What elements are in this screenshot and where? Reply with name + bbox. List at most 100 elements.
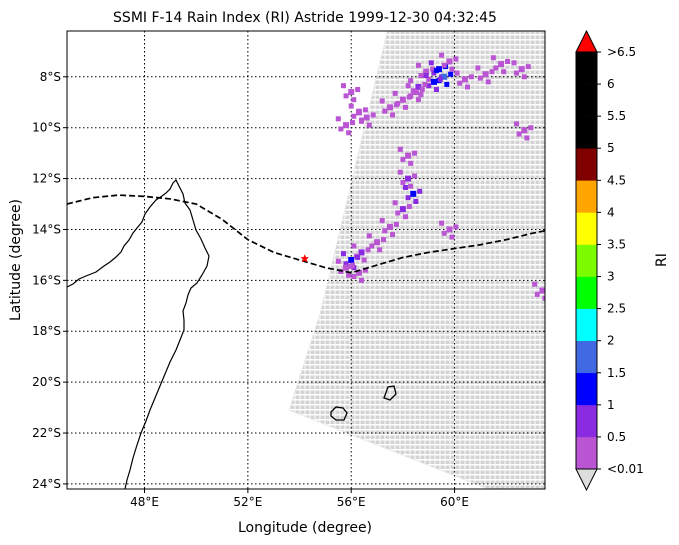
rain-cell — [505, 59, 511, 65]
rain-cell — [343, 122, 350, 129]
colorbar-segment — [576, 276, 597, 309]
rain-cell — [524, 135, 530, 141]
rain-cell — [359, 277, 365, 283]
rain-cell — [370, 112, 376, 118]
rain-cell — [343, 261, 349, 267]
rain-cell — [343, 264, 350, 271]
x-axis-label: Longitude (degree) — [238, 520, 372, 536]
reunion-island — [330, 406, 348, 421]
colorbar-segment — [576, 244, 597, 277]
rain-cell — [351, 113, 357, 119]
rain-cell — [418, 73, 424, 79]
colorbar-segment — [576, 180, 597, 213]
rain-cell — [362, 107, 368, 113]
rain-cell — [374, 239, 381, 246]
y-tick-label: 22°S — [32, 426, 61, 440]
rain-cell — [351, 274, 357, 280]
rain-cell — [423, 68, 430, 75]
rain-cell — [475, 65, 481, 71]
rain-cell — [415, 62, 421, 68]
rain-cell — [413, 198, 419, 204]
colorbar-tick-label: 3.5 — [607, 237, 626, 251]
rain-cell — [402, 104, 408, 110]
rain-cell — [382, 108, 388, 114]
rain-cell — [477, 75, 483, 81]
rain-cell — [437, 76, 443, 82]
rain-cell — [415, 83, 422, 90]
rain-cell — [348, 257, 355, 263]
rain-cell — [521, 127, 528, 134]
rain-cell — [397, 169, 403, 175]
rain-cell — [377, 247, 383, 253]
rain-cell — [379, 218, 385, 224]
rain-cell — [386, 104, 393, 111]
rain-cell — [402, 214, 408, 220]
rain-cell — [366, 122, 372, 128]
rain-cell — [408, 183, 414, 189]
rain-cell — [461, 76, 468, 83]
rain-cell — [362, 267, 368, 273]
rain-cell — [340, 83, 346, 89]
rain-cell — [358, 249, 365, 256]
rain-cell — [346, 272, 352, 278]
colorbar-tick-label: 4 — [607, 205, 615, 219]
rain-cell — [381, 237, 387, 243]
rain-cell — [428, 60, 434, 66]
rain-cell — [356, 108, 362, 114]
rain-cell — [359, 118, 365, 124]
rain-cell — [439, 220, 445, 226]
rain-cell — [351, 243, 357, 249]
rain-cell — [419, 87, 425, 93]
colorbar-segment — [576, 212, 597, 245]
colorbar-frame — [575, 51, 598, 470]
rain-cell — [399, 206, 406, 213]
coastline-madagascar — [67, 178, 210, 489]
colorbar-tick-label: 5 — [607, 141, 615, 155]
y-tick-label: 18°S — [32, 324, 61, 338]
rain-cell — [393, 221, 399, 227]
rain-cell — [449, 234, 455, 240]
rain-cell — [390, 232, 396, 238]
colorbar-segment — [576, 116, 597, 149]
y-tick-label: 12°S — [32, 172, 61, 186]
rain-cell — [382, 228, 388, 234]
rain-cell — [408, 160, 414, 166]
rain-cell — [501, 69, 507, 75]
y-axis-ticks: 8°S 10°S 12°S 14°S 16°S 18°S 20°S 22°S 24°S — [32, 70, 67, 491]
rain-cell — [348, 89, 355, 96]
colorbar-tick-label: 2.5 — [607, 302, 626, 316]
rain-cell — [343, 93, 349, 99]
rain-cell — [511, 60, 517, 66]
rain-cell — [446, 58, 453, 65]
rain-cell — [525, 64, 531, 70]
rain-cell — [400, 179, 406, 185]
rain-cell — [395, 210, 401, 216]
rain-cell — [489, 69, 495, 75]
rain-cell — [405, 83, 411, 89]
rain-cell — [528, 125, 534, 131]
colorbar-segment — [576, 52, 597, 85]
y-tick-label: 16°S — [32, 273, 61, 287]
rain-cell — [369, 243, 375, 249]
colorbar-segment — [576, 436, 597, 470]
rain-cell — [498, 61, 505, 68]
colorbar-tick-label: 3 — [607, 270, 615, 284]
colorbar-tick-label: 6 — [607, 77, 615, 91]
rain-cell — [457, 80, 463, 86]
rain-cell — [453, 224, 459, 230]
rain-cell — [493, 65, 499, 71]
rain-cell — [464, 84, 470, 90]
colorbar-under-extension — [575, 468, 598, 492]
colorbar-tick-label: 1.5 — [607, 366, 626, 380]
rain-cell — [393, 102, 399, 108]
rain-cell — [539, 287, 545, 294]
rain-cell — [433, 67, 439, 73]
rain-cell — [418, 92, 424, 98]
rain-cell — [402, 184, 408, 190]
rain-cell — [346, 130, 352, 136]
rain-cell — [449, 66, 455, 72]
rain-cell — [405, 175, 412, 182]
rain-cell — [392, 200, 398, 206]
rain-cell — [546, 285, 551, 290]
